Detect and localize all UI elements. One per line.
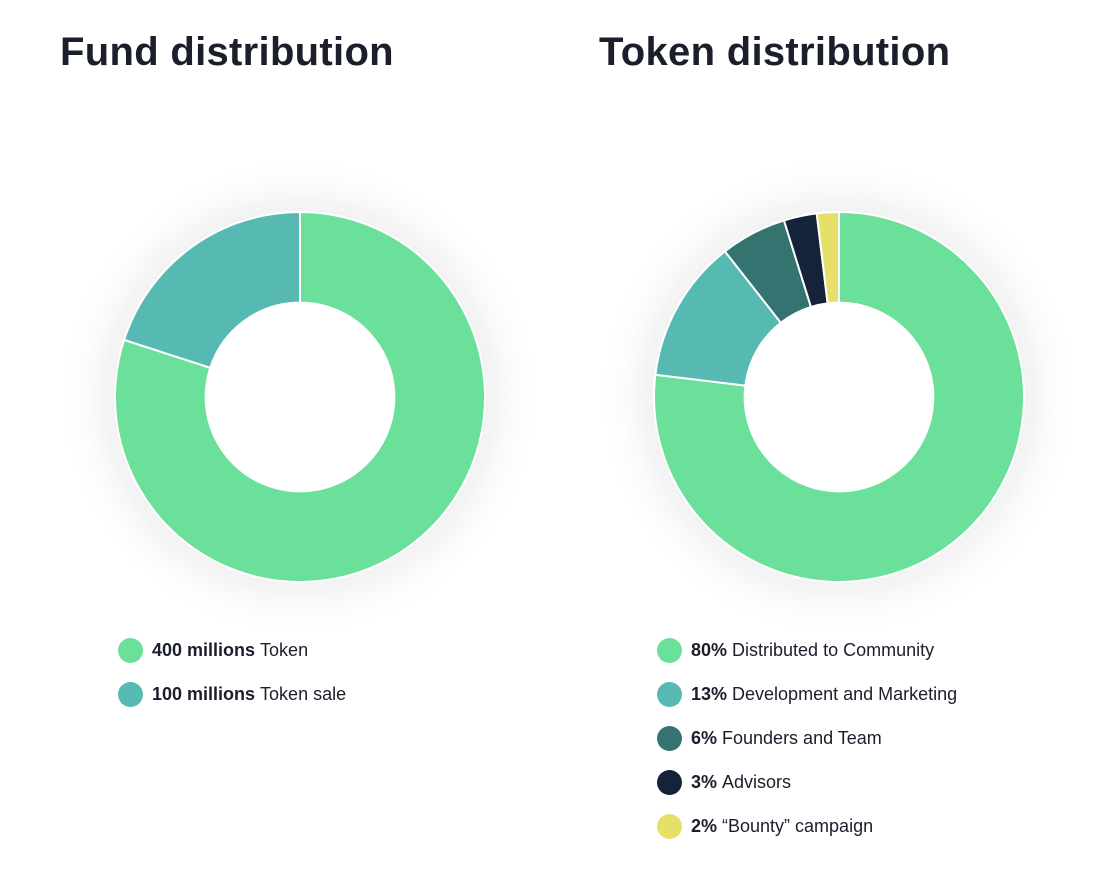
legend-entry: 6% Founders and Team	[657, 716, 957, 760]
legend-swatch-icon	[657, 813, 682, 839]
legend-entry: 13% Development and Marketing	[657, 672, 957, 716]
legend-entry: 80% Distributed to Community	[657, 628, 957, 672]
legend-label: “Bounty” campaign	[722, 815, 874, 836]
donut-chart	[57, 154, 543, 640]
legend-swatch-icon	[657, 725, 682, 751]
chart-legend: 400 millions Token 100 millions Token sale	[118, 628, 346, 716]
legend-value: 100 millions	[152, 683, 256, 704]
chart-title: Fund distribution	[60, 30, 394, 74]
legend-value: 6%	[691, 727, 718, 748]
token-distribution-chart: Token distribution 80% Distributed to Com…	[569, 0, 1109, 894]
legend-label: Advisors	[722, 771, 792, 792]
chart-title: Token distribution	[599, 30, 951, 74]
legend-label: Founders and Team	[722, 727, 882, 748]
legend-label: Token sale	[260, 683, 347, 704]
legend-value: 2%	[691, 815, 718, 836]
legend-label: Token	[260, 639, 309, 660]
legend-value: 3%	[691, 771, 718, 792]
donut-hole	[744, 302, 934, 492]
chart-legend: 80% Distributed to Community 13% Developmen…	[657, 628, 957, 848]
legend-swatch-icon	[118, 637, 143, 663]
donut-chart	[596, 154, 1082, 640]
legend-entry: 2% “Bounty” campaign	[657, 804, 957, 848]
legend-entry: 100 millions Token sale	[118, 672, 346, 716]
donut-hole	[205, 302, 395, 492]
legend-entry: 400 millions Token	[118, 628, 346, 672]
legend-value: 400 millions	[152, 639, 256, 660]
legend-value: 80%	[691, 639, 728, 660]
legend-swatch-icon	[657, 637, 682, 663]
legend-swatch-icon	[657, 769, 682, 795]
legend-value: 13%	[691, 683, 728, 704]
legend-swatch-icon	[657, 681, 682, 707]
fund-distribution-chart: Fund distribution 400 millions Token 100 m…	[30, 0, 570, 894]
legend-label: Distributed to Community	[732, 639, 935, 660]
legend-swatch-icon	[118, 681, 143, 707]
legend-label: Development and Marketing	[732, 683, 958, 704]
legend-entry: 3% Advisors	[657, 760, 957, 804]
